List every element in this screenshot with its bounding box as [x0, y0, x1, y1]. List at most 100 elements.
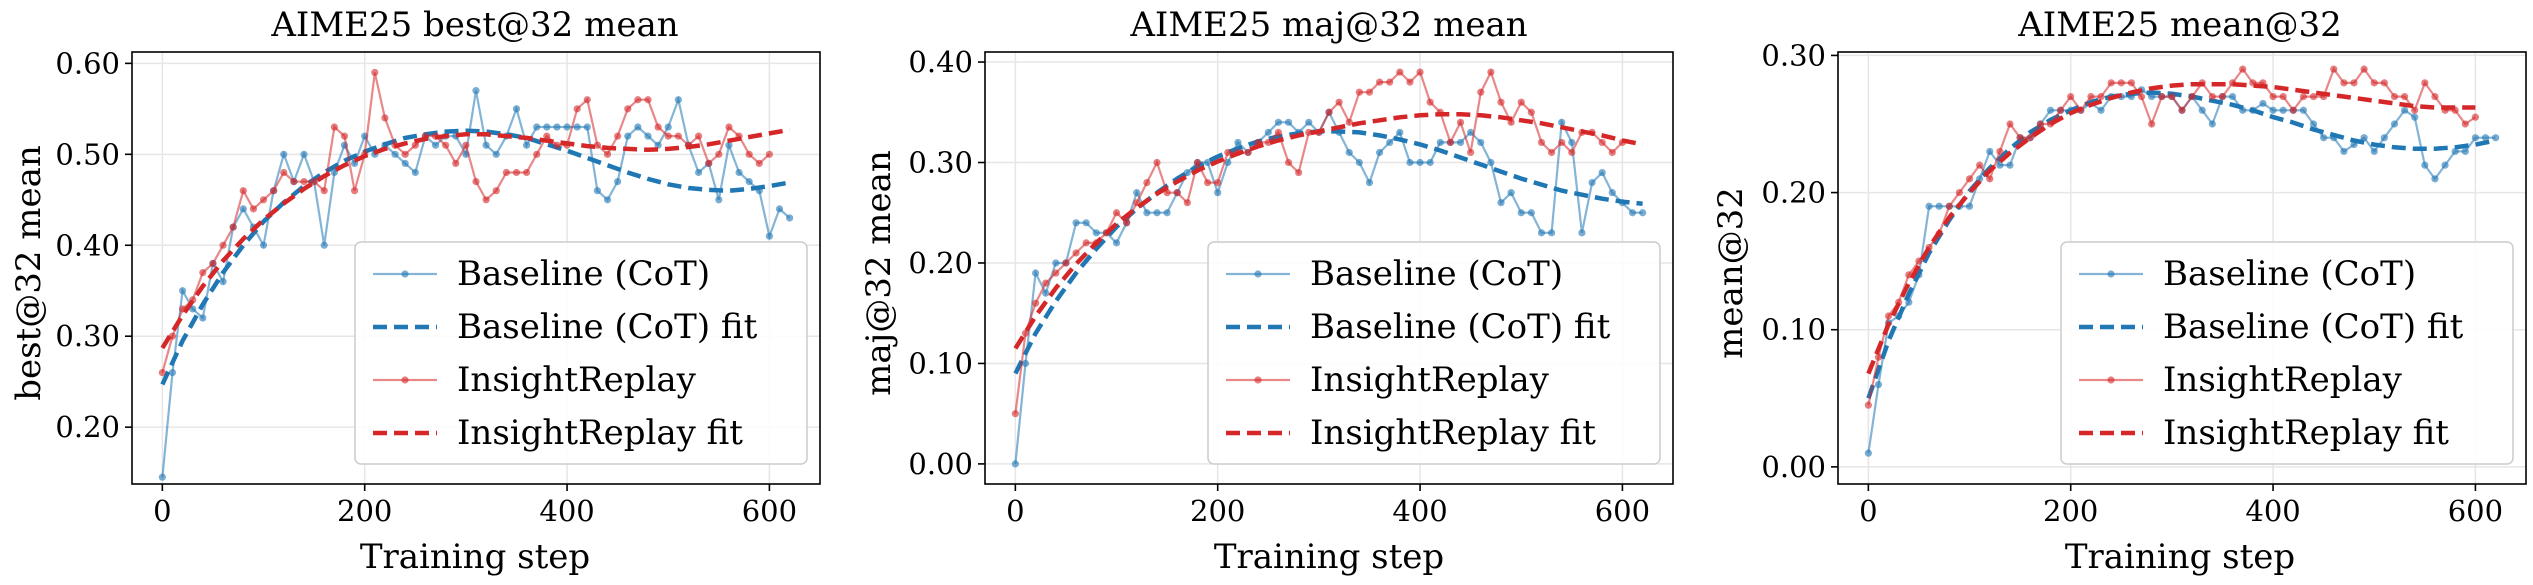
data-point: [1112, 209, 1121, 217]
data-point: [401, 150, 409, 158]
y-tick-label: 0.50: [55, 137, 120, 171]
data-point: [1416, 68, 1424, 76]
data-point: [1153, 209, 1161, 217]
data-point: [1052, 269, 1060, 277]
data-point: [1426, 98, 1434, 106]
chart-title: AIME25 maj@32 mean: [1129, 5, 1527, 45]
data-point: [2228, 92, 2237, 101]
data-point: [350, 187, 359, 195]
data-point: [1598, 168, 1606, 177]
data-point: [1052, 259, 1060, 267]
data-point: [1986, 147, 1994, 156]
data-point: [492, 187, 500, 195]
data-point: [1133, 189, 1141, 197]
data-point: [1193, 158, 1202, 167]
x-tick-label: 200: [337, 494, 392, 528]
data-point: [1527, 108, 1535, 116]
data-point: [2208, 92, 2216, 101]
legend: Baseline (CoT) Baseline (CoT) fit InsightR…: [354, 241, 808, 465]
data-point: [583, 123, 591, 131]
data-point: [2370, 147, 2378, 156]
y-tick-label: 0.40: [908, 45, 973, 79]
data-point: [664, 123, 672, 131]
data-point: [1517, 209, 1525, 217]
legend-label: Baseline (CoT): [1310, 254, 1563, 294]
data-point: [2026, 134, 2034, 142]
data-point: [1042, 279, 1050, 287]
data-point: [310, 178, 318, 186]
y-tick-label: 0.60: [55, 46, 120, 80]
data-point: [1456, 118, 1465, 126]
legend: Baseline (CoT) Baseline (CoT) fit InsightR…: [2060, 241, 2514, 465]
data-point: [1446, 138, 1455, 147]
data-point: [168, 368, 177, 377]
data-point: [300, 178, 308, 186]
data-point: [593, 141, 602, 149]
data-point: [1547, 148, 1556, 157]
x-tick-label: 400: [1392, 494, 1447, 528]
data-point: [2400, 106, 2409, 114]
x-tick-label: 600: [1595, 494, 1650, 528]
data-point: [209, 259, 217, 268]
data-point: [1578, 229, 1586, 237]
data-point: [2441, 161, 2449, 169]
data-point: [2400, 92, 2409, 101]
data-point: [1396, 68, 1404, 76]
data-point: [452, 159, 460, 168]
data-point: [2370, 79, 2378, 87]
data-point: [1244, 148, 1252, 157]
data-point: [1436, 138, 1444, 147]
data-point: [1031, 299, 1040, 307]
data-point: [2208, 120, 2216, 128]
data-point: [553, 141, 561, 149]
data-point: [270, 187, 278, 195]
data-point: [1874, 353, 1883, 361]
data-point: [401, 159, 409, 168]
data-point: [2309, 92, 2318, 101]
data-point: [1965, 202, 1974, 210]
data-point: [1153, 158, 1161, 167]
data-point: [2036, 120, 2044, 128]
y-axis-label: maj@32 mean: [859, 150, 899, 396]
data-point: [1558, 118, 1566, 126]
y-tick-label: 0.00: [908, 447, 973, 481]
data-point: [2340, 79, 2348, 87]
data-point: [1945, 202, 1953, 210]
legend-label: InsightReplay: [1310, 360, 1550, 400]
data-point: [1092, 229, 1100, 237]
data-point: [664, 132, 672, 140]
data-point: [2046, 106, 2055, 114]
data-point: [1011, 410, 1019, 418]
data-point: [280, 168, 288, 177]
data-point: [1325, 108, 1333, 116]
data-point: [2137, 92, 2146, 101]
data-point: [1864, 449, 1872, 457]
data-point: [1507, 189, 1515, 197]
data-point: [472, 178, 480, 186]
data-point: [1996, 161, 2004, 169]
x-tick-label: 600: [2448, 494, 2503, 528]
data-point: [482, 196, 490, 204]
legend-marker: [401, 270, 409, 278]
data-point: [1375, 78, 1384, 86]
data-point: [1386, 138, 1394, 147]
data-point: [2168, 92, 2176, 101]
data-point: [1426, 158, 1434, 167]
y-tick-label: 0.40: [55, 228, 120, 262]
data-point: [2239, 65, 2247, 73]
plot-area: 0 200 400 600 0.20 0.30 0.40 0.50 0.60: [55, 46, 821, 528]
data-point: [694, 168, 703, 177]
data-point: [624, 105, 632, 113]
data-point: [1355, 158, 1363, 167]
x-tick-label: 400: [539, 494, 594, 528]
data-point: [2198, 106, 2206, 114]
data-point: [1375, 148, 1384, 157]
data-point: [2330, 65, 2338, 73]
data-point: [705, 159, 713, 168]
data-point: [654, 141, 662, 149]
data-point: [1568, 138, 1576, 147]
data-point: [1305, 128, 1313, 136]
data-point: [603, 150, 612, 158]
data-point: [2097, 92, 2105, 101]
data-point: [593, 187, 602, 195]
